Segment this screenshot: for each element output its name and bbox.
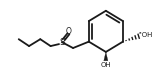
- Text: S: S: [59, 38, 65, 47]
- Text: OH: OH: [101, 62, 111, 68]
- Polygon shape: [104, 52, 108, 61]
- Text: O: O: [65, 27, 71, 36]
- Text: ''OH: ''OH: [139, 32, 153, 38]
